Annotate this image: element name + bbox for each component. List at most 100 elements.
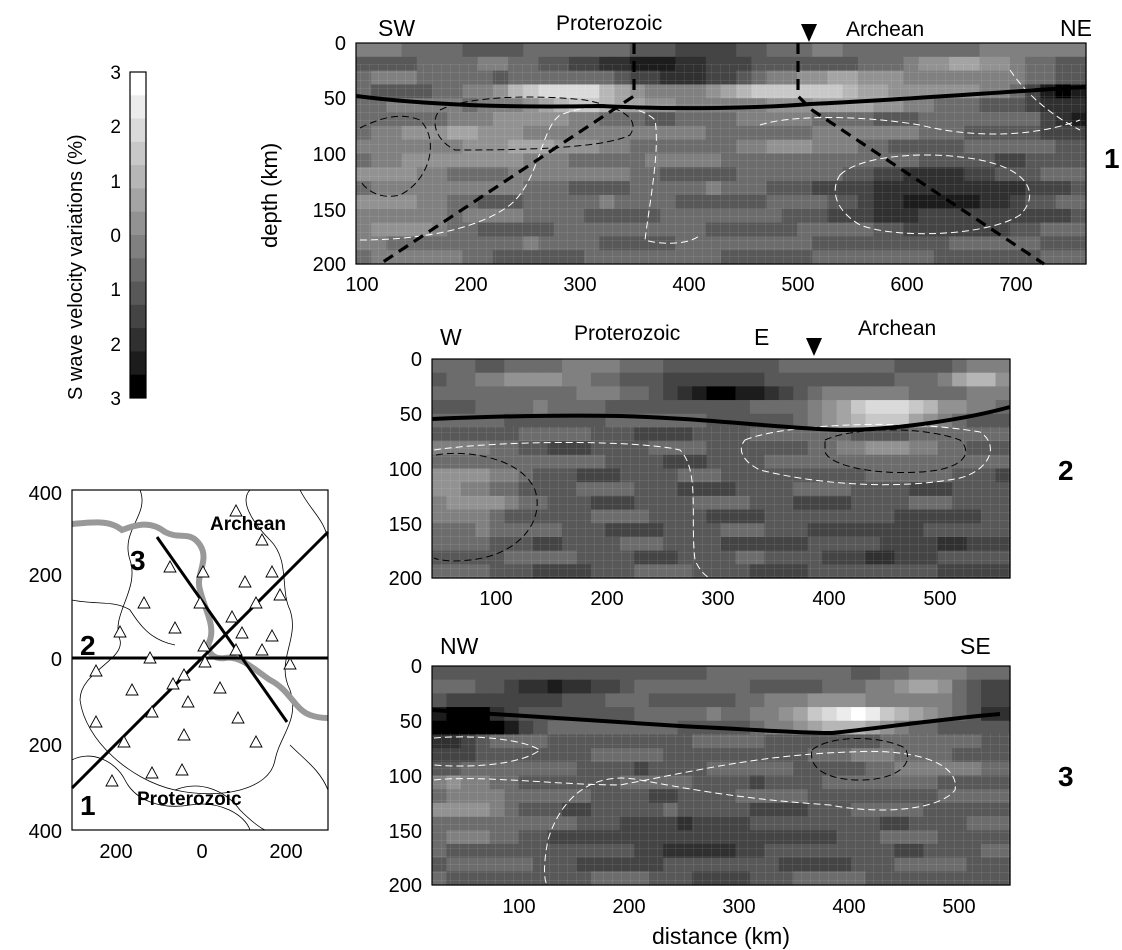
section-1-region-right: Archean [846, 18, 924, 41]
velocity-cell [533, 372, 549, 387]
section-3-grid-texture [432, 733, 1010, 885]
velocity-cell [706, 359, 722, 374]
velocity-cell [749, 679, 765, 694]
map-profile-label: 1 [80, 790, 96, 821]
velocity-cell [793, 386, 809, 401]
velocity-cell [1009, 43, 1026, 58]
velocity-cell [923, 693, 939, 708]
velocity-cell [879, 707, 895, 722]
velocity-cell [692, 372, 708, 387]
velocity-cell [706, 693, 722, 708]
velocity-cell [562, 359, 578, 374]
section-1-region-left: Proterozoic [556, 12, 662, 35]
velocity-cell [764, 359, 780, 374]
section-1-xtick: 100 [345, 274, 378, 296]
velocity-cell [460, 693, 476, 708]
colorbar-cell [130, 374, 146, 399]
station-triangle-icon [265, 565, 279, 578]
velocity-cell [475, 400, 491, 415]
velocity-cell [584, 43, 600, 58]
section-1-boundary-dashed [379, 43, 636, 266]
section-3-frame [431, 665, 1011, 886]
velocity-cell [677, 359, 693, 374]
velocity-cell [879, 359, 895, 374]
velocity-cell [793, 372, 809, 387]
velocity-cell [764, 679, 780, 694]
section-2: W E Proterozoic Archean 0 50 100 150 200… [389, 317, 1074, 610]
map-outline [71, 599, 176, 646]
section-2-number: 2 [1058, 455, 1074, 486]
velocity-cell [995, 679, 1011, 694]
velocity-cell [778, 359, 794, 374]
velocity-cell [812, 43, 829, 58]
section-3-xtick: 300 [722, 896, 755, 918]
velocity-cell [386, 43, 403, 58]
station-triangle-icon [265, 629, 279, 642]
velocity-cell [966, 400, 982, 415]
map-xtick: 0 [196, 841, 207, 863]
velocity-cell [937, 679, 953, 694]
colorbar: 3 2 1 0 1 2 3 S wave velocity variations… [65, 63, 147, 410]
velocity-cell [692, 693, 708, 708]
velocity-cell [648, 679, 664, 694]
station-triangle-icon [168, 621, 182, 634]
velocity-cell [778, 372, 794, 387]
velocity-cell [894, 400, 910, 415]
velocity-cell [851, 413, 867, 429]
velocity-cell [605, 359, 621, 374]
velocity-cell [865, 679, 881, 694]
station-triangle-icon [89, 715, 103, 728]
velocity-cell [836, 679, 852, 694]
station-triangle-icon [255, 643, 269, 656]
velocity-cell [937, 720, 953, 736]
velocity-cell [706, 679, 722, 694]
velocity-cell [981, 693, 997, 708]
velocity-cell [446, 359, 462, 374]
velocity-cell [562, 372, 578, 387]
velocity-cell [538, 43, 555, 58]
velocity-cell [590, 400, 606, 415]
velocity-cell [793, 707, 809, 722]
velocity-cell [504, 400, 520, 415]
velocity-cell [547, 386, 563, 401]
velocity-cell [995, 413, 1011, 429]
velocity-cell [933, 43, 950, 58]
velocity-cell [677, 666, 693, 681]
velocity-cell [894, 386, 910, 401]
velocity-cell [937, 400, 953, 415]
velocity-cell [1070, 43, 1087, 58]
velocity-cell [865, 386, 881, 401]
section-2-xtick: 500 [923, 588, 956, 610]
velocity-cell [446, 720, 462, 736]
velocity-cell [751, 43, 768, 58]
velocity-cell [807, 400, 823, 415]
velocity-cell [836, 386, 852, 401]
velocity-cell [648, 693, 664, 708]
velocity-cell [865, 400, 881, 415]
velocity-cell [533, 693, 549, 708]
velocity-cell [644, 43, 661, 58]
station-triangle-icon [196, 565, 210, 578]
velocity-cell [446, 386, 462, 401]
velocity-cell [865, 359, 881, 374]
velocity-cell [908, 386, 924, 401]
section-1-moho-line [355, 85, 1087, 111]
velocity-cell [836, 666, 852, 681]
velocity-cell [721, 359, 737, 374]
velocity-cell [677, 679, 693, 694]
velocity-cell [994, 43, 1011, 58]
velocity-cell [706, 372, 722, 387]
velocity-cell [477, 43, 494, 58]
velocity-cell [865, 707, 881, 722]
velocity-cell [894, 359, 910, 374]
station-triangle-icon [177, 728, 191, 741]
velocity-cell [793, 693, 809, 708]
section-2-contour [433, 442, 711, 579]
map-region-top: Archean [210, 514, 286, 535]
velocity-cell [533, 400, 549, 415]
velocity-cell [908, 707, 924, 722]
velocity-cell [764, 693, 780, 708]
velocity-cell [706, 386, 722, 401]
velocity-cell [851, 707, 867, 722]
colorbar-tick-label: 0 [110, 226, 121, 247]
